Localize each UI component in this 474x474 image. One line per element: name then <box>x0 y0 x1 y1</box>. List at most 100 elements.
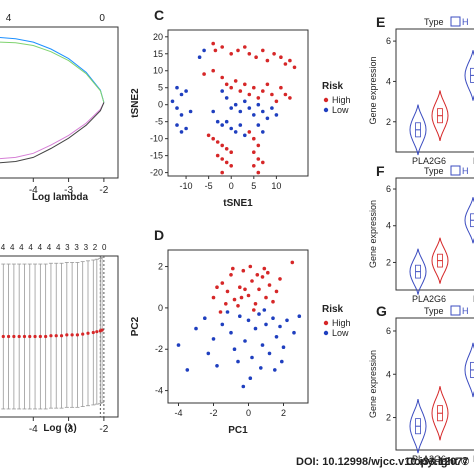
lasso-cv-top-tick-label: 2 <box>93 243 98 252</box>
violin-E-ylabel: Gene expression <box>368 56 378 124</box>
pca-point-low <box>250 355 254 360</box>
tsne-ytick-label: 5 <box>158 83 163 93</box>
pca-point-low <box>273 368 277 372</box>
pca-point-high <box>220 281 225 285</box>
pca-point-low <box>236 359 240 364</box>
cv-point <box>86 331 90 335</box>
tsne-point-high <box>229 150 233 154</box>
pca-point-low <box>220 322 225 327</box>
lasso-cv-top-tick-label: 3 <box>84 243 89 252</box>
pca-point-low <box>243 339 247 343</box>
violin-E-plot: E 2 4 6 Gene expression Type H PLA2G6 EP30 <box>368 14 474 166</box>
tsne-point-high <box>220 157 224 161</box>
tsne-ytick-label: 15 <box>153 49 163 59</box>
tsne-point-high <box>261 89 265 93</box>
pca-xtick-label: 2 <box>281 408 286 418</box>
tsne-point-high <box>220 143 224 148</box>
tsne-point-low <box>197 55 202 59</box>
pca-point-high <box>246 293 251 298</box>
pca-point-low <box>241 384 246 389</box>
tsne-point-high <box>265 82 270 87</box>
violin-G-xtick-label: PLA2G6 <box>412 454 446 464</box>
pca-point-low <box>278 324 282 329</box>
tsne-point-high <box>265 58 270 63</box>
violin-G-legend-label: H <box>462 306 469 316</box>
tsne-point-high <box>220 75 224 80</box>
tsne-legend-label: Low <box>332 105 349 115</box>
cv-point <box>75 333 80 337</box>
pca-point-high <box>236 304 240 308</box>
lasso-cv-top-tick-label: 4 <box>10 243 15 252</box>
pca-point-high <box>232 297 237 302</box>
tsne-point-high <box>272 52 276 56</box>
pca-point-high <box>264 295 268 300</box>
lasso-cv-xlabel: Log (λ) <box>43 423 76 434</box>
lasso-coef-top-tick-label: 4 <box>6 13 12 24</box>
pca-point-low <box>285 318 289 323</box>
violin-E-ytick-label: 4 <box>386 76 391 86</box>
violin-E-ytick-label: 6 <box>386 36 391 46</box>
lasso-cv-xtick-label: -3 <box>64 424 73 435</box>
pca-xtick-label: -2 <box>209 408 217 418</box>
tsne-ytick-label: 0 <box>158 100 163 110</box>
tsne-point-high <box>236 48 240 53</box>
violin-G-xtick-label: EP30 <box>473 454 474 464</box>
tsne-point-high <box>256 143 261 148</box>
tsne-point-high <box>270 92 274 97</box>
tsne-ytick-label: -5 <box>155 117 163 127</box>
pca-point-high <box>229 273 233 277</box>
pca-point-low <box>297 314 302 319</box>
coef-path-3 <box>0 102 105 164</box>
tsne-point-low <box>243 99 247 104</box>
pca-point-high <box>290 260 295 265</box>
pca-point-low <box>271 316 275 321</box>
tsne-point-high <box>229 164 233 168</box>
tsne-ylabel: tSNE2 <box>130 88 141 118</box>
tsne-point-high <box>292 65 297 70</box>
lasso-coef-frame <box>0 26 119 179</box>
tsne-point-high <box>283 62 288 66</box>
pca-point-high <box>225 289 230 294</box>
cv-point <box>59 334 64 338</box>
tsne-point-low <box>265 116 270 121</box>
panel-label-f: F <box>376 163 385 179</box>
tsne-point-low <box>184 126 188 131</box>
tsne-point-high <box>243 45 247 49</box>
pca-legend-label: Low <box>332 328 349 338</box>
cv-point <box>65 333 69 337</box>
tsne-point-low <box>215 119 220 124</box>
tsne-point-high <box>238 89 243 93</box>
tsne-ytick-label: -10 <box>150 134 163 144</box>
cv-point <box>91 330 95 335</box>
pca-xlabel: PC1 <box>228 425 248 436</box>
tsne-point-low <box>179 92 184 97</box>
violin-E-legend-key <box>450 16 461 27</box>
tsne-point-high <box>252 85 256 90</box>
violin-F-ytick-label: 6 <box>386 184 391 194</box>
pca-point-low <box>211 337 216 341</box>
cv-point <box>1 334 5 339</box>
violin-F-violin <box>431 237 449 284</box>
tsne-point-high <box>224 147 229 151</box>
tsne-point-high <box>229 85 233 90</box>
cv-point <box>12 334 16 339</box>
violin-G-violin <box>409 398 427 454</box>
tsne-ytick-label: 20 <box>153 32 163 42</box>
tsne-point-low <box>220 89 224 93</box>
violin-F-xtick-label: EP30 <box>473 294 474 304</box>
pca-point-high <box>274 289 279 294</box>
pca-point-low <box>292 330 296 335</box>
tsne-point-high <box>233 79 238 83</box>
tsne-point-high <box>220 45 224 49</box>
tsne-point-high <box>243 82 247 87</box>
tsne-point-high <box>288 58 292 63</box>
tsne-point-high <box>279 55 283 59</box>
violin-F-ylabel: Gene expression <box>368 200 378 268</box>
lasso-coef-xtick-label: -3 <box>64 185 73 196</box>
pca-xtick-label: 0 <box>246 408 251 418</box>
pca-point-high <box>255 273 260 277</box>
tsne-point-high <box>229 52 233 56</box>
tsne-point-low <box>252 113 256 117</box>
